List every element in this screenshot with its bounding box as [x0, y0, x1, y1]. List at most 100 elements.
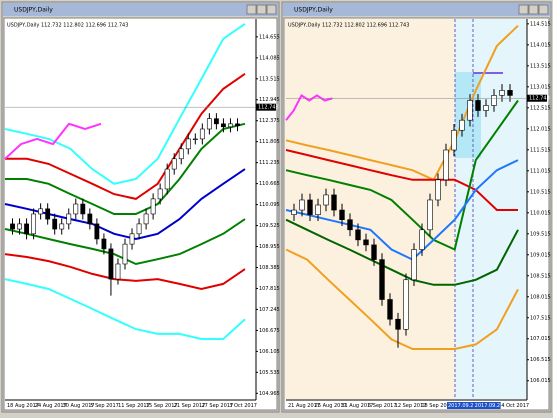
candle-body — [387, 299, 393, 320]
candle-body — [164, 168, 170, 190]
y-tick-label: 108.385 — [259, 265, 280, 271]
indicator-line — [4, 122, 102, 160]
y-tick-label: 112.945 — [259, 97, 280, 103]
x-tick-label: 21 Sep 2017 — [174, 403, 206, 409]
window-buttons[interactable] — [518, 4, 549, 15]
y-tick-label: 112.515 — [530, 105, 551, 111]
candle-body — [315, 204, 321, 215]
y-tick-label: 111.805 — [259, 139, 280, 145]
indicator-line — [285, 99, 519, 251]
indicator-line — [4, 253, 246, 291]
candle-body — [443, 149, 449, 181]
y-tick-label: 108.955 — [259, 244, 280, 250]
candle-body — [108, 248, 114, 280]
minimize-button[interactable] — [246, 4, 257, 15]
y-tick-label: 109.015 — [530, 252, 551, 258]
candle-body — [115, 263, 121, 280]
candle-body — [507, 90, 513, 96]
candle-body — [192, 138, 198, 141]
y-tick-label: 105.535 — [259, 370, 280, 376]
chart-header: USDJPY,Daily 112.732 112.802 112.696 112… — [7, 23, 128, 29]
price-box — [256, 103, 276, 111]
indicator-line — [285, 159, 519, 261]
x-tick-label: 4 Oct 2017 — [501, 403, 529, 409]
y-tick-label: 104.965 — [259, 391, 280, 397]
x-tick-label: 2017.09.21 00:00 — [448, 403, 493, 409]
x-tick-label: 18 Aug 2017 — [7, 403, 39, 409]
candle-body — [24, 223, 29, 235]
maximize-button[interactable] — [528, 4, 539, 15]
y-tick-label: 112.015 — [530, 126, 551, 132]
minimize-button[interactable] — [518, 4, 529, 15]
indicator-line — [285, 218, 519, 286]
candle-body — [427, 199, 433, 231]
close-button[interactable] — [266, 4, 277, 15]
x-tick-label: 27 Sep 2017 — [201, 403, 233, 409]
x-tick-label: 18 Sep 2017 — [421, 403, 453, 409]
y-tick-label: 111.515 — [530, 147, 551, 153]
title-bar — [283, 3, 550, 16]
y-tick-label: 107.515 — [530, 315, 551, 321]
candle-body — [73, 203, 79, 215]
y-tick-label: 112.375 — [259, 118, 280, 124]
candle-body — [150, 198, 156, 215]
indicator-line — [4, 22, 246, 185]
close-button[interactable] — [538, 4, 549, 15]
candle-body — [483, 105, 489, 111]
y-tick-label: 110.095 — [259, 202, 280, 208]
x-tick-label: 6 Sep 2017 — [368, 403, 397, 409]
indicator-line — [5, 122, 246, 215]
maximize-button[interactable] — [256, 4, 267, 15]
candle-body — [435, 179, 441, 201]
candle-body — [178, 148, 184, 160]
x-tick-label: 25 Aug 2017 — [315, 403, 347, 409]
price-label: 112.743 — [529, 96, 550, 102]
x-tick-label: 24 Aug 2017 — [35, 403, 67, 409]
candle-body — [379, 259, 385, 300]
indicator-line — [285, 149, 518, 211]
indicator-line — [285, 248, 519, 350]
x-tick-label: 12 Sep 2017 — [395, 403, 427, 409]
candle-body — [52, 218, 58, 230]
candle-body — [136, 223, 142, 235]
y-tick-label: 114.015 — [530, 42, 551, 48]
candle-body — [45, 208, 51, 220]
candle-body — [101, 238, 107, 250]
x-tick-label: 31 Aug 2017 — [341, 403, 373, 409]
candle-body — [59, 223, 65, 230]
candle-body — [31, 213, 37, 235]
x-tick-label: 5 Sep 2017 — [90, 403, 119, 409]
candle-body — [122, 243, 128, 265]
y-tick-label: 106.675 — [259, 328, 280, 334]
y-tick-label: 109.525 — [259, 223, 280, 229]
candle-body — [347, 219, 353, 231]
x-label-highlight — [473, 402, 501, 409]
window-buttons[interactable] — [246, 4, 277, 15]
candle-body — [411, 249, 417, 281]
y-tick-label: 108.515 — [530, 273, 551, 279]
y-tick-label: 107.015 — [530, 336, 551, 342]
y-tick-label: 111.235 — [259, 160, 280, 166]
x-tick-label: 21 Aug 2017 — [288, 403, 320, 409]
candle-body — [66, 213, 72, 225]
price-box — [527, 94, 547, 102]
candle-body — [38, 208, 44, 215]
candle-body — [129, 233, 135, 245]
y-tick-label: 113.515 — [530, 63, 551, 69]
window-title: USDJPY,Daily — [14, 7, 53, 14]
candle-body — [355, 229, 361, 241]
candle-body — [307, 199, 313, 215]
indicator-line — [285, 24, 519, 182]
y-tick-label: 110.015 — [530, 210, 551, 216]
candle-body — [221, 123, 226, 128]
candle-body — [143, 213, 149, 225]
candle-body — [171, 158, 177, 170]
candle-body — [17, 223, 22, 230]
y-tick-label: 106.105 — [259, 349, 280, 355]
candle-body — [206, 118, 212, 130]
y-tick-label: 114.515 — [530, 21, 551, 27]
candle-body — [199, 128, 205, 140]
candle-body — [371, 244, 377, 260]
candle-body — [499, 90, 505, 96]
